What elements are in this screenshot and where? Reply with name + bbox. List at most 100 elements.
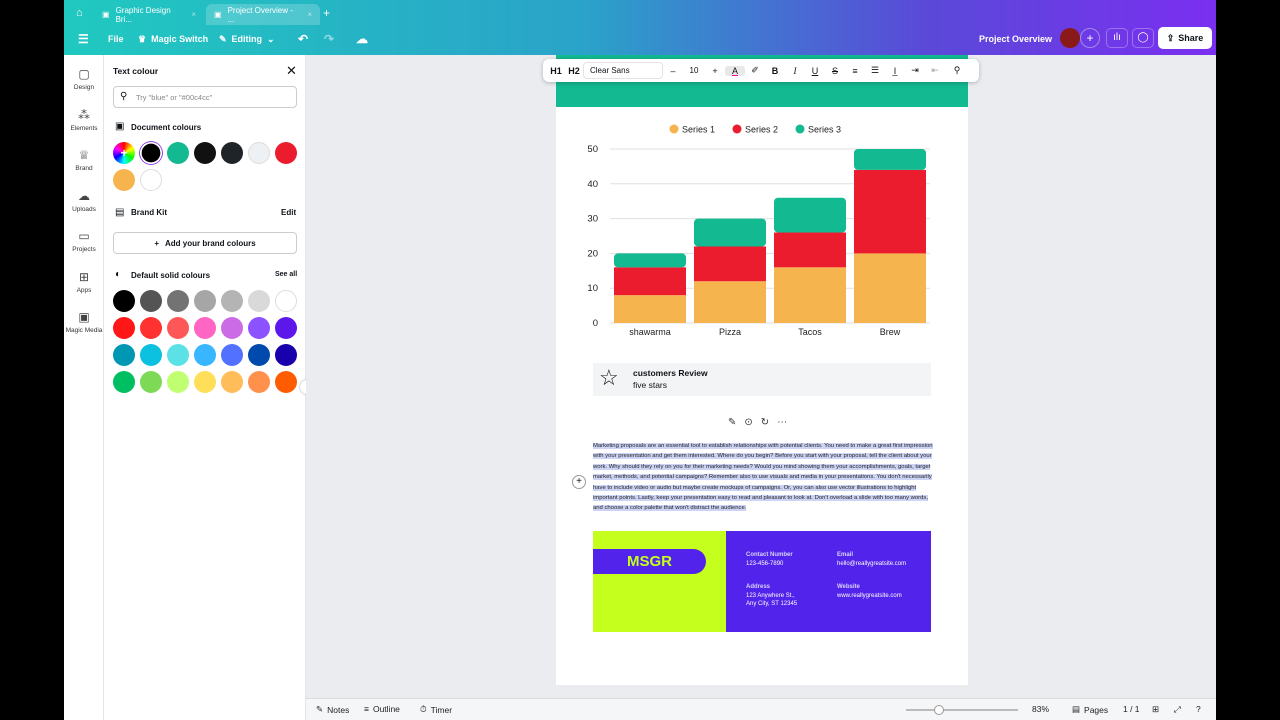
add-brand-colours-button[interactable]: + Add your brand colours [113, 232, 297, 254]
default-colour-swatch[interactable] [140, 290, 162, 312]
new-tab-icon[interactable]: + [323, 6, 331, 20]
stacked-bar-chart[interactable]: 0 10 20 30 40 50 shawarma Pizza Tacos Brew Series … [556, 115, 968, 405]
cloud-saved-icon[interactable]: ☁ [356, 32, 368, 46]
share-button[interactable]: ⇪ Share [1158, 27, 1212, 49]
default-colour-swatch[interactable] [248, 371, 270, 393]
strikethrough-icon[interactable]: S [831, 65, 838, 76]
redo-icon[interactable]: ↷ [324, 32, 335, 46]
file-menu[interactable]: File [108, 34, 124, 44]
notes-button[interactable]: ✎ Notes [316, 704, 349, 715]
document-title[interactable]: Project Overview [979, 34, 1053, 44]
see-all-link[interactable]: See all [275, 271, 298, 278]
underline-icon[interactable]: U [811, 65, 819, 76]
default-colour-swatch[interactable] [194, 371, 216, 393]
document-colour-swatch[interactable] [140, 169, 162, 191]
default-colour-swatch[interactable] [194, 344, 216, 366]
sidebar-item-magic-media[interactable]: ▣ Magic Media [64, 310, 104, 334]
heading-2-button[interactable]: H2 [568, 65, 580, 76]
italic-icon[interactable]: I [793, 65, 797, 76]
align-left-icon[interactable]: ≡ [852, 65, 858, 76]
default-colour-swatch[interactable] [167, 290, 189, 312]
close-tab-icon[interactable]: × [307, 10, 312, 19]
close-icon[interactable]: ✕ [286, 63, 297, 78]
analytics-icon[interactable]: ılı [1106, 28, 1128, 48]
magic-write-icon[interactable]: ✎ [728, 417, 737, 428]
indent-icon[interactable]: ⇥ [911, 65, 919, 75]
sidebar-item-apps[interactable]: ⊞ Apps [64, 270, 104, 294]
avatar[interactable] [1060, 28, 1080, 48]
body-text[interactable]: Marketing proposals are an essential too… [593, 441, 933, 514]
sidebar-item-brand[interactable]: ♕ Brand [64, 148, 104, 172]
bold-icon[interactable]: B [771, 65, 779, 76]
default-colour-swatch[interactable] [140, 371, 162, 393]
sidebar-item-design[interactable]: ▢ Design [64, 67, 104, 91]
add-colour-button[interactable]: + [113, 142, 135, 164]
colour-search-input[interactable]: ⚲ Try "blue" or "#00c4cc" [113, 86, 297, 108]
default-colour-swatch[interactable] [194, 290, 216, 312]
outline-button[interactable]: ≡ Outline [364, 704, 400, 714]
document-colour-swatch[interactable] [221, 142, 243, 164]
add-collaborator-icon[interactable]: + [1080, 28, 1100, 48]
more-icon[interactable]: ⋯ [777, 417, 788, 428]
font-size-input[interactable]: 10 [689, 66, 699, 75]
default-colour-swatch[interactable] [221, 344, 243, 366]
default-colour-swatch[interactable] [140, 317, 162, 339]
document-colour-swatch[interactable] [141, 143, 161, 163]
default-colour-swatch[interactable] [275, 371, 297, 393]
zoom-slider[interactable] [906, 705, 1018, 715]
default-colour-swatch[interactable] [248, 317, 270, 339]
undo-icon[interactable]: ↶ [298, 32, 309, 46]
highlight-icon[interactable]: ✐ [751, 65, 759, 75]
default-colour-swatch[interactable] [221, 371, 243, 393]
default-colour-swatch[interactable] [221, 317, 243, 339]
home-icon[interactable]: ⌂ [76, 7, 83, 19]
sidebar-item-elements[interactable]: ⁂ Elements [64, 108, 104, 132]
zoom-level[interactable]: 83% [1032, 704, 1050, 714]
document-colour-swatch[interactable] [167, 142, 189, 164]
default-colour-swatch[interactable] [167, 317, 189, 339]
magic-switch-button[interactable]: ♛ Magic Switch [138, 30, 208, 48]
default-colour-swatch[interactable] [113, 344, 135, 366]
spacing-icon[interactable]: I̲ [893, 65, 897, 76]
comment-icon[interactable]: ◯ [1132, 28, 1154, 48]
zoom-slider-thumb[interactable] [934, 705, 945, 715]
default-colour-swatch[interactable] [248, 290, 270, 312]
document-colour-swatch[interactable] [248, 142, 270, 164]
default-colour-swatch[interactable] [113, 317, 135, 339]
close-tab-icon[interactable]: × [191, 10, 196, 19]
text-colour-icon[interactable]: A [725, 65, 745, 76]
default-colour-swatch[interactable] [113, 371, 135, 393]
default-colour-swatch[interactable] [275, 290, 297, 312]
menu-icon[interactable]: ☰ [78, 32, 89, 46]
tab-project-overview[interactable]: ▣ Project Overview - ... × [206, 4, 320, 25]
document-colour-swatch[interactable] [113, 169, 135, 191]
pages-button[interactable]: ▤ Pages [1072, 704, 1108, 715]
default-colour-swatch[interactable] [275, 344, 297, 366]
tab-graphic-design[interactable]: ▣ Graphic Design Bri... × [94, 4, 204, 25]
default-colour-swatch[interactable] [248, 344, 270, 366]
edit-brand-link[interactable]: Edit [281, 208, 297, 217]
default-colour-swatch[interactable] [275, 317, 297, 339]
link-icon[interactable]: ⊙ [744, 417, 753, 428]
paint-format-icon[interactable]: ⚲ [953, 65, 961, 75]
default-colour-swatch[interactable] [167, 344, 189, 366]
timer-button[interactable]: ⏱ Timer [420, 704, 452, 715]
fullscreen-icon[interactable]: ⤢ [1174, 704, 1181, 714]
sidebar-item-uploads[interactable]: ☁ Uploads [64, 189, 104, 213]
default-colour-swatch[interactable] [140, 344, 162, 366]
default-colour-swatch[interactable] [194, 317, 216, 339]
editing-dropdown[interactable]: ✎ Editing ⌄ [219, 30, 275, 48]
default-colour-swatch[interactable] [221, 290, 243, 312]
add-comment-icon[interactable]: ↻ [760, 417, 770, 428]
grid-view-icon[interactable]: ⊞ [1152, 704, 1160, 714]
default-colour-swatch[interactable] [167, 371, 189, 393]
list-icon[interactable]: ☰ [870, 65, 880, 75]
heading-1-button[interactable]: H1 [550, 65, 562, 76]
increase-size-button[interactable]: + [712, 65, 718, 76]
default-colour-swatch[interactable] [113, 290, 135, 312]
decrease-size-button[interactable]: – [670, 65, 676, 76]
document-colour-swatch[interactable] [194, 142, 216, 164]
outdent-icon[interactable]: ⇤ [931, 65, 939, 75]
help-icon[interactable]: ? [1196, 704, 1201, 714]
add-element-icon[interactable]: + [572, 475, 586, 489]
